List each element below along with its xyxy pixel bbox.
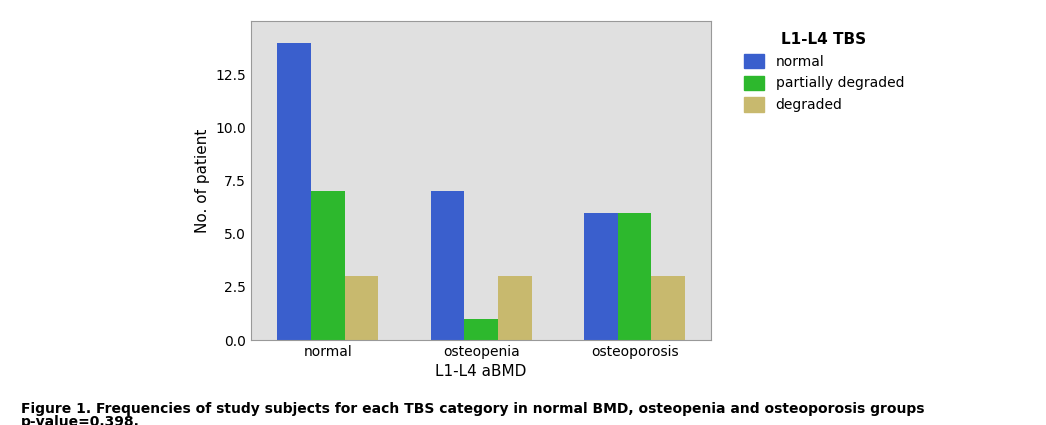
Bar — [652, 276, 685, 340]
Legend: normal, partially degraded, degraded: normal, partially degraded, degraded — [736, 25, 911, 119]
Bar — [311, 191, 344, 340]
Bar — [618, 212, 652, 340]
Bar — [344, 276, 379, 340]
Text: p-value=0.398.: p-value=0.398. — [21, 415, 140, 425]
Bar — [498, 276, 531, 340]
Y-axis label: No. of patient: No. of patient — [195, 128, 210, 233]
Bar — [431, 191, 464, 340]
Bar — [277, 42, 311, 340]
Bar — [584, 212, 618, 340]
Text: Figure 1. Frequencies of study subjects for each TBS category in normal BMD, ost: Figure 1. Frequencies of study subjects … — [21, 402, 925, 416]
X-axis label: L1-L4 aBMD: L1-L4 aBMD — [435, 364, 527, 380]
Bar — [464, 319, 498, 340]
